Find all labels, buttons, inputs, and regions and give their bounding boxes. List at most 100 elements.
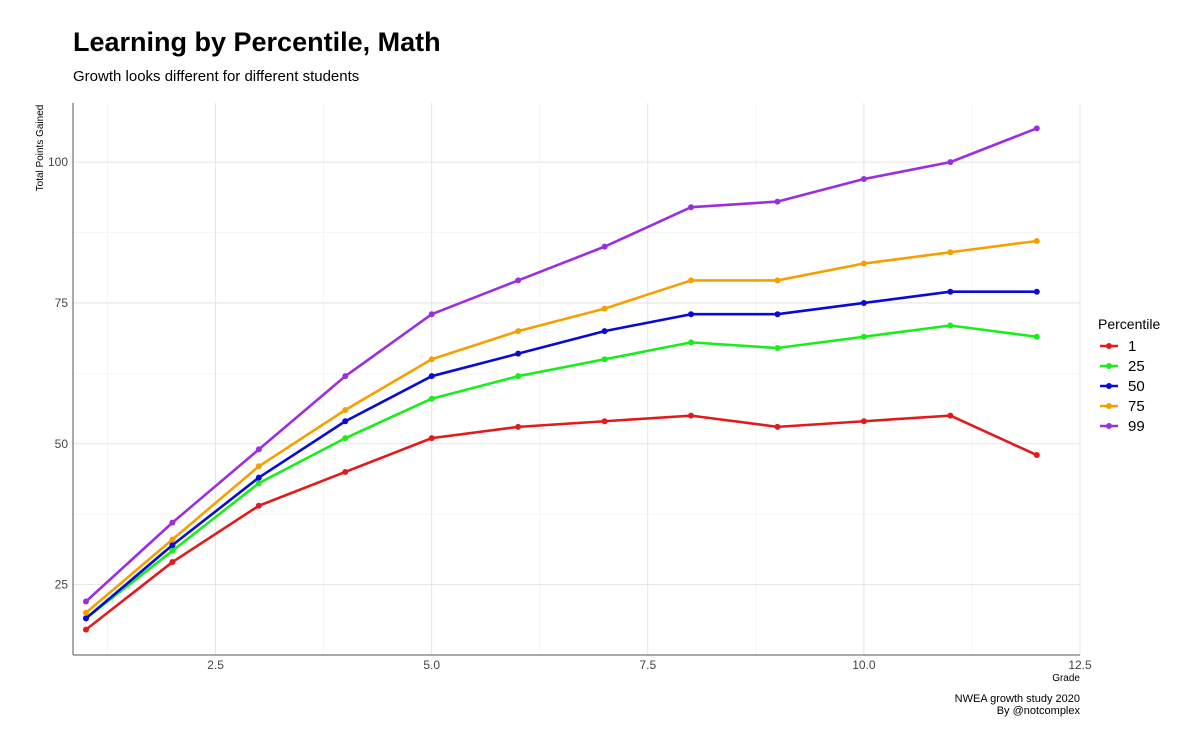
data-point-25 (342, 435, 349, 442)
data-point-99 (860, 176, 867, 183)
data-point-25 (947, 322, 954, 329)
caption-source: NWEA growth study 2020 (954, 693, 1080, 705)
legend-item-50: 50 (1098, 376, 1160, 396)
x-tick-label: 7.5 (639, 658, 656, 672)
x-tick-label: 2.5 (207, 658, 224, 672)
data-point-99 (169, 519, 176, 526)
data-point-99 (947, 159, 954, 166)
data-point-75 (515, 328, 522, 335)
legend-key-point (1106, 343, 1112, 349)
data-point-25 (774, 345, 781, 352)
data-point-99 (428, 311, 435, 318)
data-point-25 (601, 356, 608, 363)
data-point-50 (515, 350, 522, 357)
data-point-75 (169, 536, 176, 543)
data-point-75 (342, 406, 349, 413)
x-axis-label: Grade (1052, 673, 1080, 684)
data-point-75 (428, 356, 435, 363)
data-point-50 (255, 474, 262, 481)
data-point-75 (947, 249, 954, 256)
legend-key-75 (1100, 403, 1118, 409)
legend-key-point (1106, 363, 1112, 369)
legend-item-99: 99 (1098, 416, 1160, 436)
series-line-50 (85, 290, 1037, 620)
data-point-1 (774, 423, 781, 430)
data-point-1 (515, 423, 522, 430)
data-point-75 (1033, 238, 1040, 244)
data-point-50 (774, 311, 781, 318)
y-tick-label: 100 (48, 155, 68, 169)
data-point-75 (688, 277, 695, 284)
x-tick-label: 10.0 (852, 658, 876, 672)
data-point-50 (1033, 288, 1040, 295)
data-point-1 (947, 412, 954, 419)
data-point-25 (688, 339, 695, 346)
series-line-1 (85, 414, 1038, 631)
data-point-50 (169, 542, 176, 549)
data-point-1 (342, 468, 349, 475)
legend-label: 75 (1128, 397, 1145, 415)
caption: NWEA growth study 2020 By @notcomplex (955, 693, 1080, 717)
legend-key-1 (1100, 343, 1118, 349)
data-point-1 (688, 412, 695, 419)
legend-key-99 (1100, 423, 1118, 429)
data-point-1 (601, 418, 608, 425)
data-point-1 (860, 418, 867, 425)
data-point-1 (1033, 452, 1040, 459)
data-point-50 (601, 328, 608, 335)
data-point-1 (255, 502, 262, 509)
series-line-25 (85, 324, 1037, 620)
data-point-75 (601, 305, 608, 312)
y-tick-label: 25 (55, 578, 69, 592)
data-point-1 (169, 559, 176, 566)
legend-key-25 (1100, 363, 1118, 369)
chart-subtitle: Growth looks different for different stu… (73, 68, 360, 85)
legend-key-point (1106, 383, 1112, 389)
data-point-99 (515, 277, 522, 284)
y-tick-label: 75 (55, 296, 69, 310)
data-point-50 (428, 373, 435, 380)
legend-title: Percentile (1098, 316, 1161, 332)
legend-label: 99 (1128, 417, 1145, 435)
legend-key-point (1106, 403, 1112, 409)
data-point-99 (255, 446, 262, 453)
data-point-25 (255, 480, 262, 487)
series-line-75 (85, 239, 1037, 614)
data-point-99 (82, 598, 89, 605)
x-tick-label: 12.5 (1068, 658, 1092, 672)
legend-item-1: 1 (1098, 336, 1160, 356)
legend-item-75: 75 (1098, 396, 1160, 416)
caption-author: By @notcomplex (996, 705, 1080, 717)
y-axis-label: Total Points Gained (35, 105, 46, 192)
data-point-99 (688, 204, 695, 211)
legend-label: 50 (1128, 377, 1145, 395)
series-line-99 (85, 127, 1038, 603)
data-point-1 (82, 626, 89, 633)
data-point-50 (342, 418, 349, 425)
data-point-25 (515, 373, 522, 380)
x-tick-label: 5.0 (423, 658, 440, 672)
data-point-75 (255, 463, 262, 470)
legend-key-point (1106, 423, 1112, 429)
data-point-99 (774, 198, 781, 205)
data-point-75 (860, 260, 867, 267)
data-point-50 (688, 311, 695, 318)
data-point-99 (1033, 125, 1040, 132)
legend: Percentile 1 25 50 75 99 (1098, 316, 1160, 436)
data-point-99 (342, 373, 349, 380)
data-point-75 (82, 609, 89, 616)
legend-label: 1 (1128, 337, 1137, 355)
data-point-50 (860, 299, 867, 306)
legend-key-50 (1100, 383, 1118, 389)
data-point-1 (428, 435, 435, 442)
data-point-25 (860, 333, 867, 340)
data-point-99 (601, 243, 608, 250)
y-tick-label: 50 (55, 437, 69, 451)
data-point-75 (774, 277, 781, 284)
chart-title: Learning by Percentile, Math (73, 27, 441, 57)
legend-label: 25 (1128, 357, 1145, 375)
legend-item-25: 25 (1098, 356, 1160, 376)
data-point-50 (82, 615, 89, 622)
data-point-25 (1033, 333, 1040, 340)
